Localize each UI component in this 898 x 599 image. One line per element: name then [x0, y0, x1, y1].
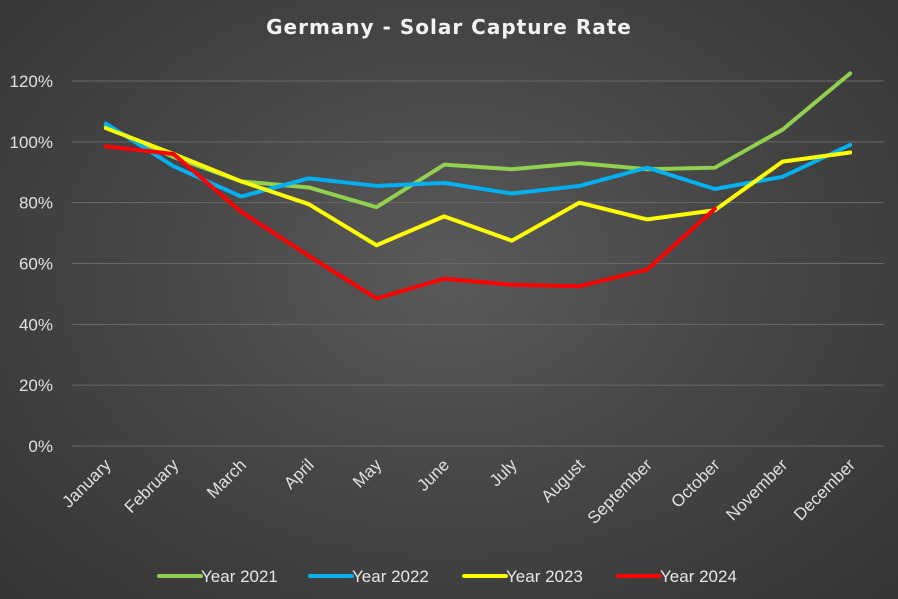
- y-tick-label: 40%: [19, 315, 53, 334]
- series-year-2024: [103, 144, 717, 301]
- x-tick-label: September: [584, 455, 656, 527]
- x-tick-label: February: [121, 455, 183, 517]
- x-tick-label: March: [203, 455, 250, 502]
- legend-label: Year 2023: [506, 567, 583, 586]
- legend-label: Year 2024: [660, 567, 737, 586]
- x-tick-label: November: [722, 455, 791, 524]
- legend-item: Year 2023: [462, 567, 583, 586]
- y-tick-label: 0%: [28, 437, 53, 456]
- x-tick-label: December: [790, 455, 859, 524]
- gridlines: [72, 80, 884, 447]
- x-tick-label: June: [413, 455, 453, 495]
- x-tick-label: April: [280, 455, 317, 492]
- y-tick-label: 80%: [19, 194, 53, 213]
- legend-label: Year 2022: [352, 567, 429, 586]
- x-tick-label: July: [486, 455, 521, 490]
- series-lines: [103, 71, 853, 301]
- series-line: [103, 144, 717, 301]
- y-tick-label: 60%: [19, 255, 53, 274]
- x-tick-label: May: [349, 455, 385, 491]
- legend-label: Year 2021: [201, 567, 278, 586]
- y-tick-label: 20%: [19, 376, 53, 395]
- chart-title: Germany - Solar Capture Rate: [266, 15, 632, 39]
- x-tick-label: August: [537, 455, 588, 506]
- legend-item: Year 2021: [157, 567, 278, 586]
- y-axis-ticks: 0% 20% 40% 60% 80% 100% 120%: [10, 72, 53, 456]
- y-tick-label: 120%: [10, 72, 53, 91]
- legend-item: Year 2024: [616, 567, 737, 586]
- y-tick-label: 100%: [10, 133, 53, 152]
- x-axis-ticks: January February March April May June July Augu…: [58, 455, 859, 528]
- x-tick-label: October: [667, 455, 723, 511]
- series-year-2022: [103, 121, 853, 199]
- legend-item: Year 2022: [308, 567, 429, 586]
- legend: Year 2021 Year 2022 Year 2023 Year 2024: [157, 567, 737, 586]
- x-tick-label: January: [58, 455, 115, 512]
- series-line: [103, 121, 853, 199]
- series-line: [103, 126, 853, 248]
